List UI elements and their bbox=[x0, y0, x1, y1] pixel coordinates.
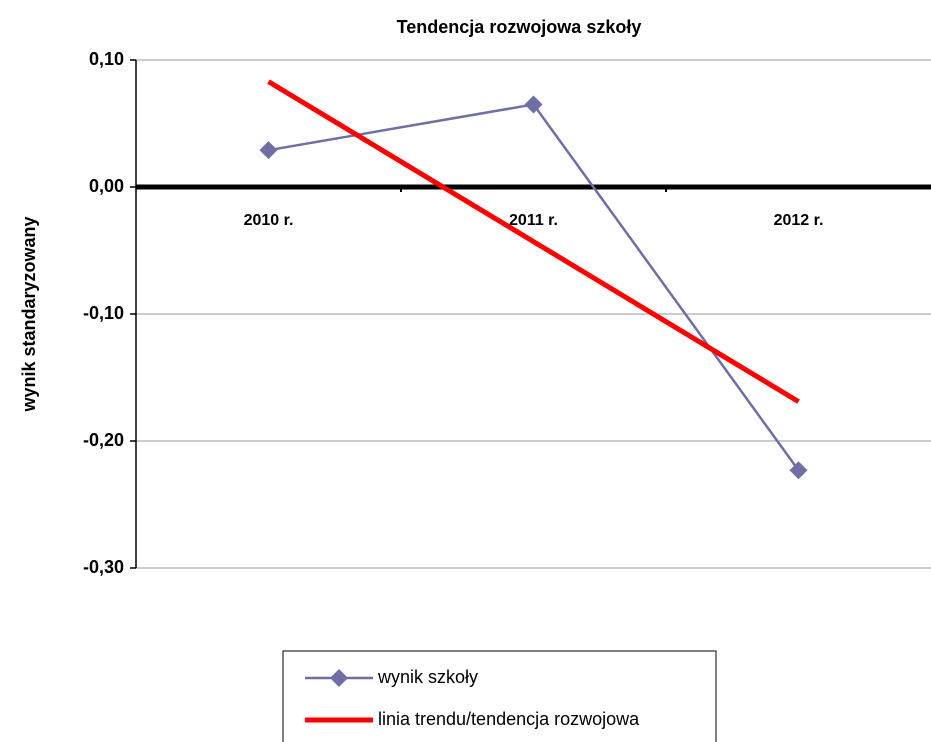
point-marker bbox=[524, 95, 543, 114]
y-tick-label: -0,10 bbox=[83, 303, 124, 323]
x-tick-label: 2012 r. bbox=[774, 212, 824, 229]
series-line bbox=[268, 103, 800, 471]
legend-label: linia trendu/tendencja rozwojowa bbox=[378, 709, 640, 729]
series-line bbox=[267, 79, 800, 404]
legend-marker bbox=[330, 669, 348, 687]
x-tick-label: 2011 r. bbox=[509, 212, 558, 229]
legend-label: wynik szkoły bbox=[377, 667, 478, 687]
y-tick-label: 0,10 bbox=[89, 49, 124, 69]
point-marker bbox=[259, 141, 278, 160]
chart-title: Tendencja rozwojowa szkoły bbox=[397, 17, 642, 37]
y-axis-label: wynik standaryzowany bbox=[19, 216, 39, 412]
y-tick-label: 0,00 bbox=[89, 176, 124, 196]
x-tick-label: 2010 r. bbox=[244, 212, 294, 229]
y-tick-label: -0,30 bbox=[83, 557, 124, 577]
y-tick-label: -0,20 bbox=[83, 430, 124, 450]
point-marker bbox=[789, 461, 808, 480]
legend-box bbox=[282, 650, 717, 742]
